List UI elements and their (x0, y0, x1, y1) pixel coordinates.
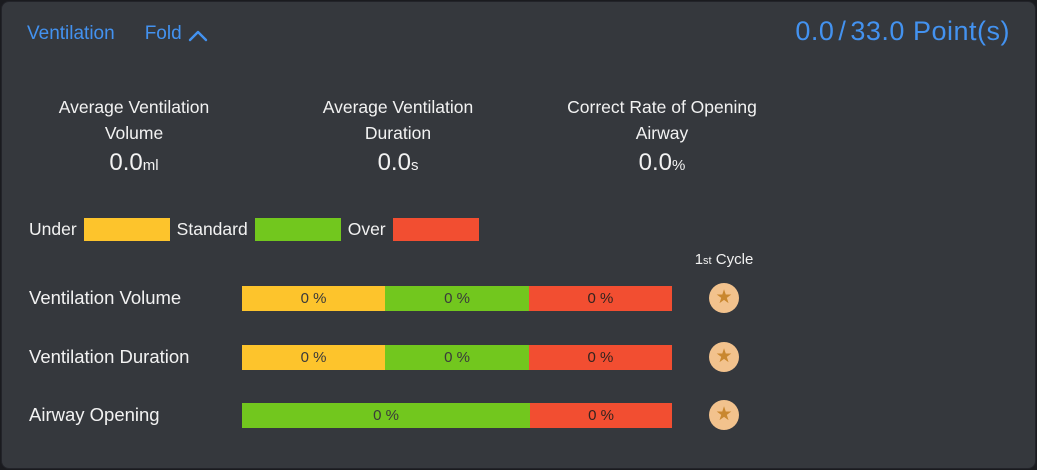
bar-segment-over: 0 % (528, 344, 672, 370)
stat-unit: % (672, 157, 686, 174)
bar-segment-over: 0 % (530, 402, 672, 428)
segmented-bar: 0 % 0 % (242, 402, 672, 428)
metric-label: Airway Opening (29, 404, 160, 425)
stat-title-line1: Average Ventilation (322, 97, 474, 117)
bar-segment-over: 0 % (528, 285, 672, 311)
stat-avg-ventilation-duration: Average Ventilation Duration 0.0s (266, 94, 530, 181)
stat-title-line2: Airway (635, 123, 689, 143)
bar-segment-standard: 0 % (385, 285, 529, 311)
legend-label-standard: Standard (176, 219, 248, 239)
legend-swatch-standard (254, 218, 341, 241)
cycle-column-header: 1st Cycle (694, 251, 754, 268)
score-display: 0.0/33.0 Point(s) (795, 16, 1010, 47)
stat-title-line2: Volume (104, 123, 164, 143)
legend-swatch-over (392, 218, 479, 241)
star-icon: ★ (715, 404, 733, 425)
score-divider: / (838, 16, 847, 46)
segmented-bar: 0 % 0 % 0 % (242, 344, 672, 370)
bar-segment-under: 0 % (242, 344, 386, 370)
cycle-star-badge: ★ (709, 283, 739, 313)
cycle-star-badge: ★ (709, 400, 739, 430)
stat-correct-rate-airway: Correct Rate of Opening Airway 0.0% (530, 94, 794, 181)
fold-toggle-button[interactable]: Fold (145, 23, 208, 45)
chevron-up-icon (188, 30, 207, 41)
star-icon: ★ (715, 346, 733, 367)
bar-segment-under: 0 % (242, 285, 386, 311)
legend-swatch-under (83, 218, 170, 241)
stat-title-line1: Correct Rate of Opening (567, 97, 757, 117)
bar-segment-standard: 0 % (385, 344, 529, 370)
score-unit: Point(s) (912, 16, 1010, 46)
legend-label-under: Under (29, 219, 77, 239)
summary-stats: Average Ventilation Volume 0.0ml Average… (2, 94, 794, 181)
stat-unit: ml (142, 157, 159, 174)
star-icon: ★ (715, 287, 733, 308)
stat-title-line2: Duration (364, 123, 432, 143)
cycle-star-badge: ★ (709, 342, 739, 372)
bar-segment-standard: 0 % (242, 402, 531, 428)
metric-row: Airway Opening 0 % 0 % ★ (29, 400, 739, 430)
stat-title-line1: Average Ventilation (58, 97, 210, 117)
panel-title: Ventilation (27, 23, 115, 44)
metric-label: Ventilation Duration (29, 346, 190, 367)
stat-value: 0.0s (377, 149, 419, 176)
segmented-bar: 0 % 0 % 0 % (242, 285, 672, 311)
panel-header: Ventilation Fold 0.0/33.0 Point(s) (27, 16, 1010, 50)
metric-row: Ventilation Duration 0 % 0 % 0 % ★ (29, 342, 739, 372)
stat-value: 0.0% (638, 149, 686, 176)
stat-unit: s (410, 157, 419, 174)
stat-avg-ventilation-volume: Average Ventilation Volume 0.0ml (2, 94, 266, 181)
score-current: 0.0 (795, 16, 835, 46)
legend-label-over: Over (347, 219, 386, 239)
score-total: 33.0 (850, 16, 905, 46)
stat-value: 0.0ml (109, 149, 159, 176)
fold-label: Fold (144, 23, 182, 44)
metric-row: Ventilation Volume 0 % 0 % 0 % ★ (29, 283, 739, 313)
metric-label: Ventilation Volume (29, 287, 182, 308)
legend: Under Standard Over (29, 218, 486, 241)
